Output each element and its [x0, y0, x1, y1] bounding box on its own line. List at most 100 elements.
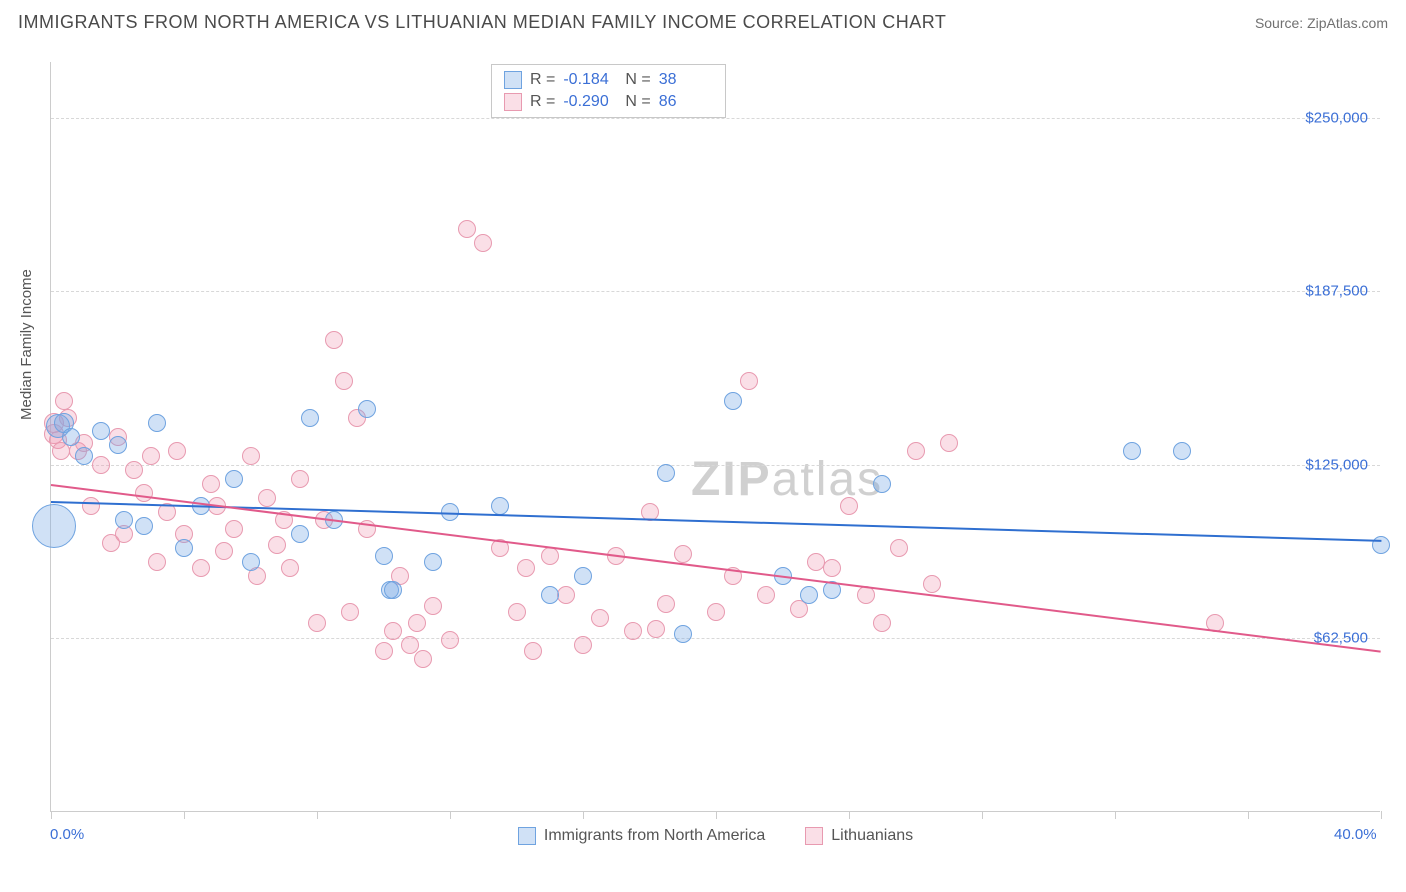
y-axis-label: Median Family Income [18, 269, 35, 420]
scatter-point [291, 525, 309, 543]
scatter-point [358, 400, 376, 418]
stats-n-value: 38 [659, 71, 713, 89]
x-axis-min-label: 0.0% [50, 826, 84, 843]
scatter-point [491, 497, 509, 515]
scatter-point [557, 586, 575, 604]
scatter-point [135, 517, 153, 535]
stats-n-label: N = [625, 71, 650, 89]
scatter-point [55, 392, 73, 410]
scatter-point [757, 586, 775, 604]
scatter-point [840, 497, 858, 515]
scatter-point [674, 545, 692, 563]
scatter-point [92, 456, 110, 474]
scatter-point [591, 609, 609, 627]
series-swatch-icon [504, 71, 522, 89]
scatter-point [541, 586, 559, 604]
x-tick [716, 811, 717, 819]
scatter-point [800, 586, 818, 604]
series-swatch-icon [504, 93, 522, 111]
scatter-point [258, 489, 276, 507]
scatter-point [341, 603, 359, 621]
scatter-point [75, 447, 93, 465]
y-tick-label: $125,000 [1305, 456, 1368, 473]
scatter-point [424, 553, 442, 571]
scatter-point [923, 575, 941, 593]
scatter-point [308, 614, 326, 632]
source-label: Source: ZipAtlas.com [1255, 15, 1388, 31]
stats-r-label: R = [530, 93, 555, 111]
x-tick [450, 811, 451, 819]
scatter-point [135, 484, 153, 502]
scatter-point [890, 539, 908, 557]
scatter-point [524, 642, 542, 660]
scatter-point [268, 536, 286, 554]
scatter-point [291, 470, 309, 488]
scatter-point [202, 475, 220, 493]
scatter-point [242, 447, 260, 465]
gridline [51, 118, 1380, 119]
scatter-point [375, 547, 393, 565]
scatter-point [168, 442, 186, 460]
scatter-point [657, 595, 675, 613]
trend-line [51, 501, 1381, 542]
scatter-point [414, 650, 432, 668]
scatter-point [807, 553, 825, 571]
scatter-point [441, 631, 459, 649]
stats-n-value: 86 [659, 93, 713, 111]
scatter-point [125, 461, 143, 479]
scatter-point [301, 409, 319, 427]
legend-swatch-icon [518, 827, 536, 845]
scatter-point [657, 464, 675, 482]
legend-swatch-icon [805, 827, 823, 845]
legend-label: Lithuanians [831, 827, 913, 845]
legend-label: Immigrants from North America [544, 827, 765, 845]
y-tick-label: $250,000 [1305, 109, 1368, 126]
x-tick [982, 811, 983, 819]
watermark-bold: ZIP [691, 453, 772, 506]
scatter-point [474, 234, 492, 252]
series-legend: Immigrants from North America Lithuanian… [51, 827, 1380, 845]
scatter-point [458, 220, 476, 238]
scatter-point [517, 559, 535, 577]
scatter-point [375, 642, 393, 660]
scatter-point [424, 597, 442, 615]
scatter-point [1173, 442, 1191, 460]
scatter-point [647, 620, 665, 638]
scatter-point [857, 586, 875, 604]
scatter-point [242, 553, 260, 571]
scatter-point [1123, 442, 1141, 460]
scatter-point [740, 372, 758, 390]
scatter-point [408, 614, 426, 632]
scatter-point [508, 603, 526, 621]
stats-row: R = -0.290 N = 86 [504, 91, 713, 113]
x-tick [849, 811, 850, 819]
chart-title: IMMIGRANTS FROM NORTH AMERICA VS LITHUAN… [18, 12, 946, 33]
legend-item: Immigrants from North America [518, 827, 765, 845]
scatter-point [281, 559, 299, 577]
x-tick [317, 811, 318, 819]
scatter-point [724, 392, 742, 410]
scatter-point [940, 434, 958, 452]
scatter-point [541, 547, 559, 565]
scatter-point [62, 428, 80, 446]
scatter-point [325, 331, 343, 349]
x-tick [1115, 811, 1116, 819]
scatter-point [109, 436, 127, 454]
gridline [51, 291, 1380, 292]
scatter-point [674, 625, 692, 643]
x-axis-max-label: 40.0% [1334, 826, 1377, 843]
scatter-point [192, 559, 210, 577]
scatter-point [574, 636, 592, 654]
scatter-point [115, 511, 133, 529]
scatter-point [142, 447, 160, 465]
x-tick [583, 811, 584, 819]
scatter-point [624, 622, 642, 640]
scatter-point [574, 567, 592, 585]
scatter-point [873, 614, 891, 632]
scatter-point [148, 414, 166, 432]
x-tick [184, 811, 185, 819]
stats-r-label: R = [530, 71, 555, 89]
legend-item: Lithuanians [805, 827, 913, 845]
gridline [51, 638, 1380, 639]
stats-r-value: -0.290 [563, 93, 617, 111]
